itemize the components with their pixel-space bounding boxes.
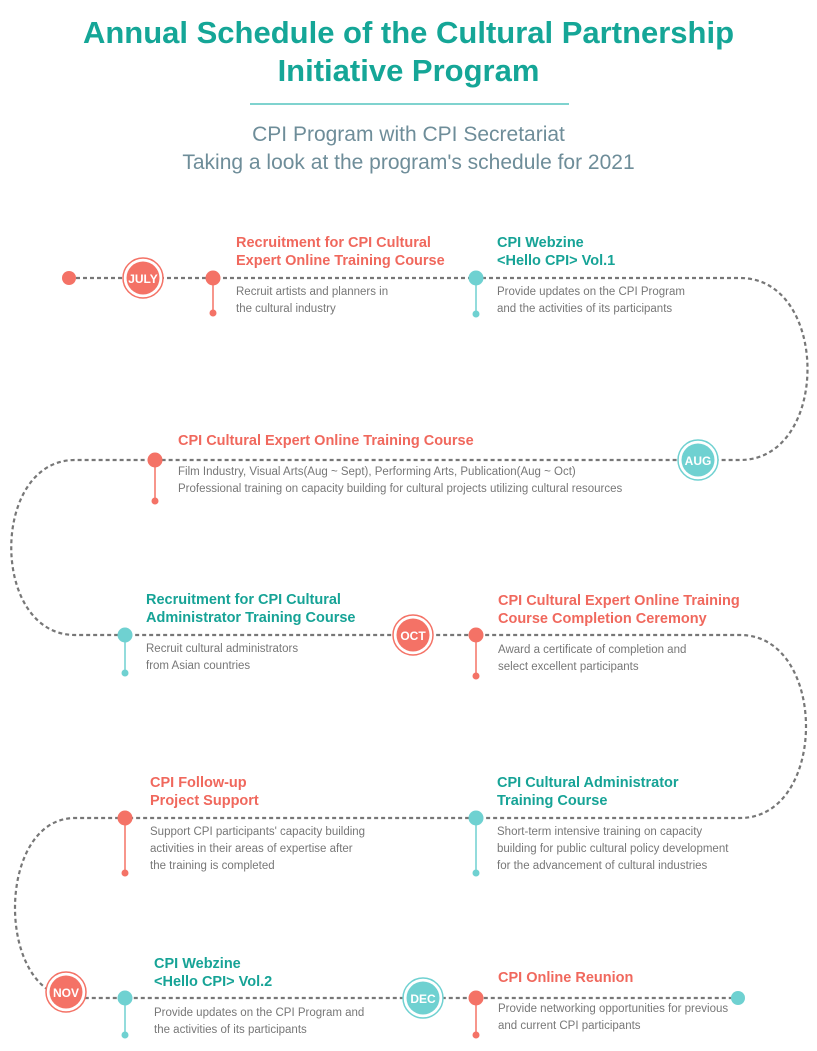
start-dot (62, 271, 76, 285)
event-stem-end-dot (121, 869, 129, 877)
event-node (117, 990, 133, 1006)
event-stem-end-dot (472, 1031, 480, 1039)
month-marker-nov (49, 975, 83, 1009)
subtitle: CPI Program with CPI Secretariat Taking … (0, 121, 817, 177)
title-divider (250, 103, 569, 105)
event-description: Film Industry, Visual Arts(Aug ~ Sept), … (178, 466, 623, 495)
event-stem-end-dot (121, 1031, 129, 1039)
month-label-jul: JULY (128, 272, 158, 286)
event-description: Provide networking opportunities for pre… (498, 1003, 729, 1032)
event-description: Support CPI participants' capacity build… (150, 826, 366, 872)
month-label-dec: DEC (410, 992, 436, 1006)
event-node (205, 270, 221, 286)
event-node (468, 810, 484, 826)
month-marker-jul (126, 261, 160, 295)
event-description: Short-term intensive training on capacit… (497, 826, 729, 872)
event-node (468, 627, 484, 643)
event-stem-end-dot (209, 309, 217, 317)
event-description: Recruit cultural administrators from Asi… (146, 643, 299, 672)
event-node (117, 810, 133, 826)
event-description: Recruit artists and planners in the cult… (236, 286, 389, 315)
event-node (468, 270, 484, 286)
month-marker-dec (406, 981, 440, 1015)
event-title: CPI Webzine <Hello CPI> Vol.1 (497, 235, 616, 269)
end-dot (731, 991, 745, 1005)
month-marker-oct (396, 618, 430, 652)
event-description: Provide updates on the CPI Program and t… (154, 1007, 365, 1036)
month-label-nov: NOV (53, 986, 79, 1000)
event-title: Recruitment for CPI Cultural Expert Onli… (236, 235, 445, 269)
event-2: CPI Webzine <Hello CPI> Vol.1 Provide upd… (497, 234, 685, 318)
event-title: CPI Cultural Administrator Training Cour… (497, 775, 679, 809)
page-title: Annual Schedule of the Cultural Partners… (82, 15, 735, 88)
event-title: CPI Cultural Expert Online Training Cour… (498, 593, 740, 627)
event-node (468, 990, 484, 1006)
event-title: Recruitment for CPI Cultural Administrat… (146, 592, 356, 626)
event-title: CPI Online Reunion (498, 970, 634, 986)
event-stem-end-dot (151, 497, 159, 505)
event-stem-end-dot (472, 869, 480, 877)
month-marker-aug (681, 443, 715, 477)
event-6: CPI Follow-up Project Support Support CPI… (150, 774, 365, 875)
subtitle-line-1: CPI Program with CPI Secretariat (252, 123, 565, 146)
event-5: CPI Cultural Expert Online Training Cour… (498, 592, 740, 676)
event-1: Recruitment for CPI Cultural Expert Onli… (236, 234, 445, 318)
month-label-aug: AUG (685, 454, 712, 468)
event-title: CPI Cultural Expert Online Training Cour… (178, 433, 474, 449)
event-stem-end-dot (472, 672, 480, 680)
month-label-oct: OCT (400, 629, 426, 643)
event-stem-end-dot (121, 669, 129, 677)
timeline-path (10, 276, 809, 1000)
event-7: CPI Cultural Administrator Training Cour… (497, 774, 728, 875)
event-title: CPI Webzine <Hello CPI> Vol.2 (154, 956, 273, 990)
subtitle-line-2: Taking a look at the program's schedule … (182, 151, 635, 174)
event-description: Award a certificate of completion and se… (498, 644, 687, 673)
event-description: Provide updates on the CPI Program and t… (497, 286, 685, 315)
event-title: CPI Follow-up Project Support (150, 775, 259, 809)
event-stem-end-dot (472, 310, 480, 318)
event-node (147, 452, 163, 468)
event-4: Recruitment for CPI Cultural Administrat… (146, 591, 355, 675)
event-3: CPI Cultural Expert Online Training Cour… (178, 432, 622, 498)
event-8: CPI Webzine <Hello CPI> Vol.2 Provide upd… (154, 955, 364, 1039)
event-9: CPI Online Reunion Provide networking opp… (498, 969, 728, 1035)
event-node (117, 627, 133, 643)
